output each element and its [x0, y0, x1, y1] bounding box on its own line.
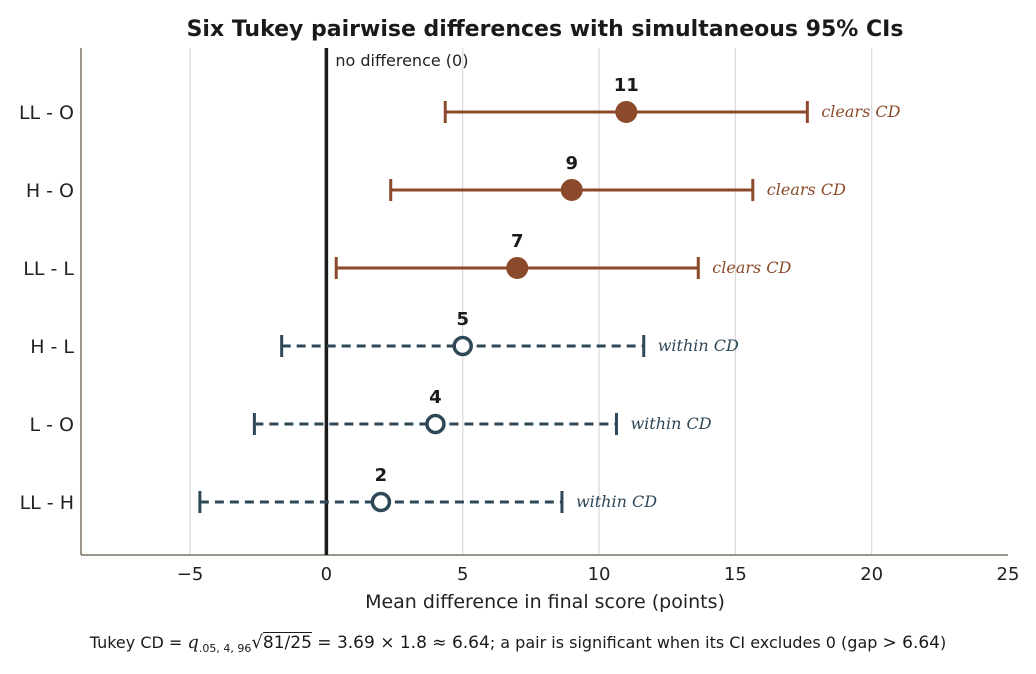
- footnote-prefix: Tukey CD: [89, 633, 169, 652]
- ci-row: LL - L 7 clears CD: [23, 231, 791, 280]
- value-label: 4: [429, 387, 442, 408]
- category-label: H - O: [26, 180, 74, 202]
- ci-annotation: clears CD: [821, 102, 900, 121]
- category-label: L - O: [30, 414, 74, 436]
- footnote: Tukey CD = q.05, 4, 96√81/25 = 3.69 × 1.…: [0, 632, 1036, 655]
- x-tick-labels: −5 0 5 10 15 20 25: [177, 564, 1020, 585]
- footnote-sqrt-arg: 81/25: [262, 632, 312, 653]
- category-label: LL - L: [23, 258, 74, 280]
- category-label: H - L: [30, 336, 74, 358]
- chart-title: Six Tukey pairwise differences with simu…: [187, 17, 904, 42]
- value-label: 11: [614, 75, 639, 96]
- x-tick-label: 25: [997, 564, 1020, 585]
- category-label: LL - O: [19, 102, 74, 124]
- footnote-eq: =: [168, 633, 188, 652]
- reference-line-group: no difference (0): [324, 48, 468, 555]
- ci-annotation: within CD: [630, 414, 711, 433]
- value-label: 5: [456, 309, 469, 330]
- x-tick-label: 20: [860, 564, 883, 585]
- footnote-sqrt-sign: √: [251, 632, 263, 653]
- axes: [80, 48, 1008, 556]
- footnote-formula: = 3.69 × 1.8 ≈ 6.64: [311, 633, 490, 653]
- ci-annotation: within CD: [576, 492, 657, 511]
- x-tick-label: 0: [321, 564, 332, 585]
- ci-row: H - O 9 clears CD: [26, 153, 846, 202]
- x-tick-label: −5: [177, 564, 204, 585]
- footnote-q: q: [187, 632, 199, 653]
- value-label: 2: [375, 465, 388, 486]
- point-estimate: [425, 413, 446, 435]
- value-label: 7: [511, 231, 524, 252]
- footnote-suffix: ; a pair is significant when its CI excl…: [489, 633, 883, 652]
- ci-row: L - O 4 within CD: [30, 387, 712, 436]
- tukey-ci-chart: Six Tukey pairwise differences with simu…: [19, 17, 1020, 613]
- x-tick-label: 15: [724, 564, 747, 585]
- ci-row: LL - H 2 within CD: [20, 465, 658, 514]
- point-estimate: [615, 101, 638, 123]
- point-estimate: [560, 179, 583, 201]
- ci-annotation: clears CD: [712, 258, 791, 277]
- ci-marks: LL - O 11 clears CD H - O 9 clears CD LL - L 7 c…: [19, 75, 901, 514]
- ci-annotation: clears CD: [767, 180, 846, 199]
- footnote-close: ): [940, 633, 947, 652]
- category-label: LL - H: [20, 492, 74, 514]
- x-tick-label: 10: [588, 564, 611, 585]
- footnote-q-subscript: .05, 4, 96: [198, 642, 252, 656]
- point-estimate: [452, 335, 473, 357]
- x-axis-label: Mean difference in final score (points): [365, 591, 725, 613]
- value-label: 9: [565, 153, 578, 174]
- reference-line-label: no difference (0): [335, 51, 468, 70]
- grid-lines: [189, 48, 873, 555]
- ci-annotation: within CD: [658, 336, 739, 355]
- ci-row: H - L 5 within CD: [30, 309, 739, 358]
- point-estimate: [370, 491, 392, 513]
- x-tick-label: 5: [457, 564, 468, 585]
- ci-row: LL - O 11 clears CD: [19, 75, 901, 124]
- footnote-gap: > 6.64: [882, 633, 941, 653]
- point-estimate: [506, 257, 529, 279]
